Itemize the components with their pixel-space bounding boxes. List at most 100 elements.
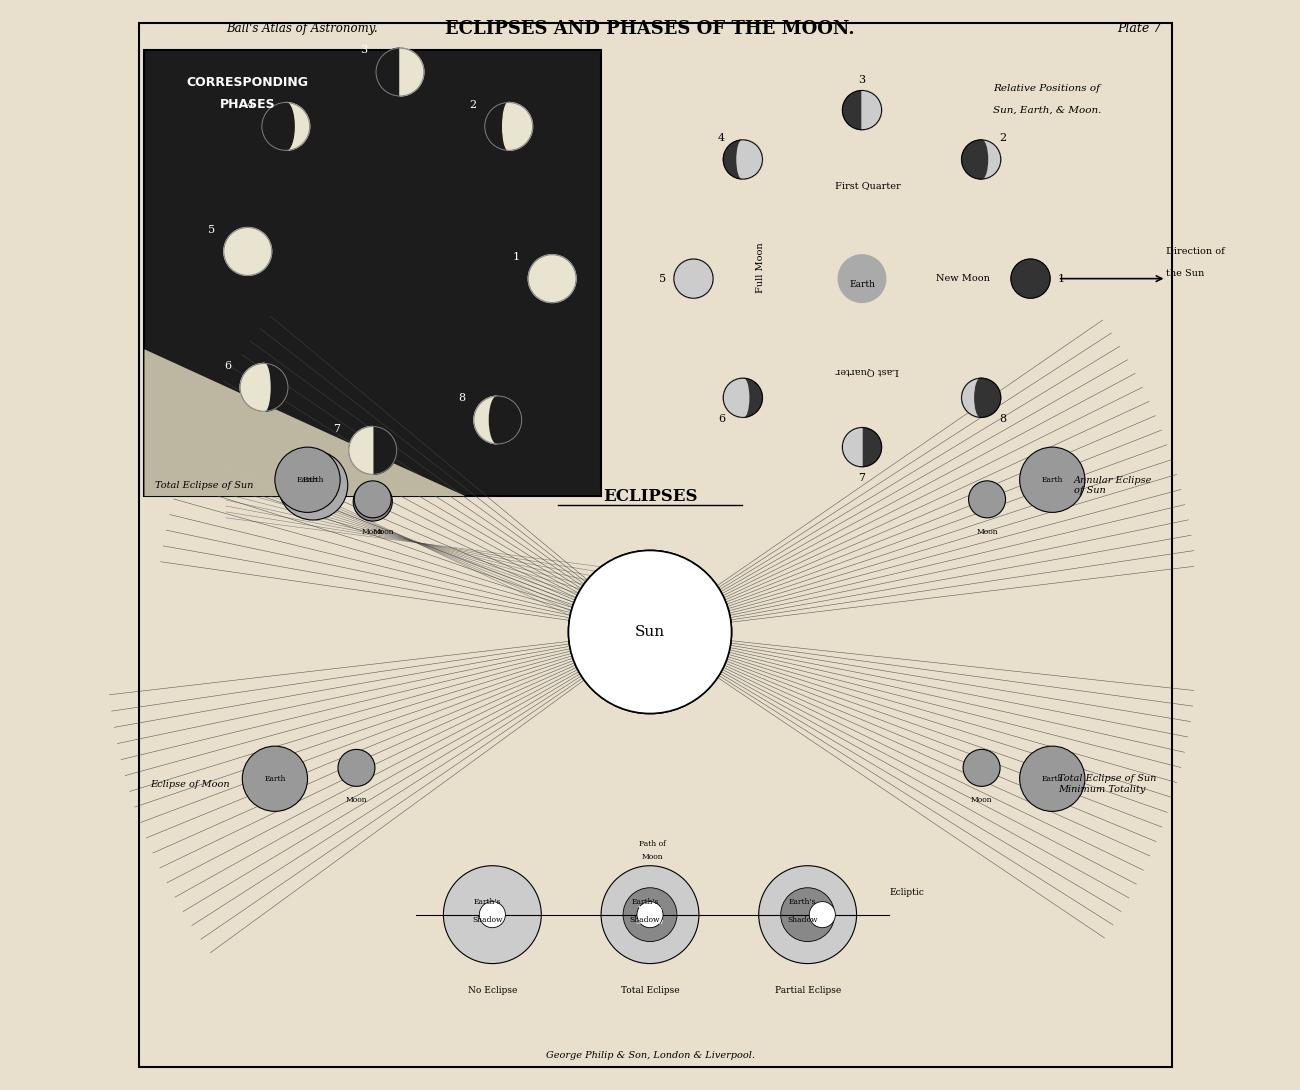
Circle shape: [962, 378, 1001, 417]
Circle shape: [354, 482, 393, 521]
Polygon shape: [144, 349, 465, 496]
Text: Earth: Earth: [264, 775, 286, 783]
Circle shape: [838, 255, 885, 303]
Text: Total Eclipse: Total Eclipse: [620, 986, 680, 995]
Circle shape: [723, 378, 762, 417]
Ellipse shape: [503, 102, 515, 150]
Ellipse shape: [277, 102, 294, 150]
Text: ECLIPSES AND PHASES OF THE MOON.: ECLIPSES AND PHASES OF THE MOON.: [445, 20, 855, 37]
Text: CORRESPONDING: CORRESPONDING: [187, 76, 308, 89]
Text: Moon: Moon: [373, 528, 394, 536]
Text: New Moon: New Moon: [936, 274, 991, 283]
Text: Moon: Moon: [971, 797, 992, 804]
Circle shape: [1011, 259, 1050, 299]
Circle shape: [261, 102, 309, 150]
Text: Relative Positions of: Relative Positions of: [993, 84, 1100, 93]
Bar: [144, 50, 601, 496]
Circle shape: [242, 747, 308, 811]
Text: 7: 7: [333, 424, 341, 434]
Circle shape: [842, 427, 881, 467]
Text: Earth's: Earth's: [473, 897, 502, 906]
Text: 5: 5: [659, 274, 667, 283]
Circle shape: [224, 228, 272, 276]
Text: Ball's Atlas of Astronomy.: Ball's Atlas of Astronomy.: [226, 22, 378, 35]
Wedge shape: [508, 102, 533, 150]
Circle shape: [781, 887, 835, 942]
Wedge shape: [240, 363, 264, 411]
Text: Shadow: Shadow: [472, 916, 503, 924]
Text: Earth's: Earth's: [637, 905, 663, 913]
Text: Last Quarter: Last Quarter: [836, 367, 900, 376]
Text: Path of: Path of: [638, 840, 666, 848]
Circle shape: [723, 140, 762, 179]
Text: Shadow: Shadow: [636, 918, 664, 926]
Text: 5: 5: [208, 225, 216, 234]
Text: Sun: Sun: [634, 625, 666, 639]
Text: Annular Eclipse
of Sun: Annular Eclipse of Sun: [1074, 475, 1152, 495]
Text: 1: 1: [512, 252, 520, 262]
Text: the Sun: the Sun: [1166, 269, 1205, 278]
Text: 4: 4: [718, 133, 725, 143]
Text: Sun: Sun: [634, 625, 666, 639]
Wedge shape: [962, 378, 982, 417]
Text: Plate 7: Plate 7: [1117, 22, 1161, 35]
Text: Total Eclipse of Sun: Total Eclipse of Sun: [155, 481, 254, 489]
Text: 3: 3: [858, 75, 866, 85]
Text: Earth: Earth: [296, 475, 318, 484]
Circle shape: [278, 450, 348, 520]
Text: Earth: Earth: [1041, 475, 1063, 484]
Wedge shape: [982, 140, 1001, 179]
Text: Partial Eclipse: Partial Eclipse: [775, 986, 841, 995]
Text: Moon: Moon: [976, 528, 998, 536]
Text: Earth: Earth: [1041, 775, 1063, 783]
Wedge shape: [742, 140, 762, 179]
Ellipse shape: [975, 140, 988, 179]
Circle shape: [962, 140, 1001, 179]
Circle shape: [1019, 447, 1086, 512]
Text: 6: 6: [225, 361, 231, 371]
Wedge shape: [400, 48, 424, 96]
Circle shape: [376, 48, 424, 96]
Circle shape: [1019, 747, 1086, 811]
Text: 4: 4: [246, 99, 254, 110]
Circle shape: [842, 90, 881, 130]
Text: First Quarter: First Quarter: [835, 181, 901, 191]
Circle shape: [338, 750, 374, 786]
Circle shape: [673, 259, 714, 299]
Circle shape: [480, 901, 506, 928]
Circle shape: [810, 901, 836, 928]
Text: Sun, Earth, & Moon.: Sun, Earth, & Moon.: [993, 106, 1101, 114]
Text: Earth's: Earth's: [632, 897, 659, 906]
Text: ECLIPSES: ECLIPSES: [603, 487, 697, 505]
Text: Earth's: Earth's: [789, 897, 816, 906]
Text: Moon: Moon: [641, 853, 663, 861]
Text: 7: 7: [858, 473, 866, 483]
Text: George Philip & Son, London & Liverpool.: George Philip & Son, London & Liverpool.: [546, 1052, 754, 1061]
Circle shape: [348, 426, 396, 474]
Ellipse shape: [259, 363, 270, 411]
Circle shape: [224, 228, 272, 276]
Text: Moon: Moon: [361, 528, 384, 536]
Wedge shape: [842, 427, 862, 467]
Circle shape: [274, 447, 341, 512]
Circle shape: [963, 750, 1000, 786]
Text: No Eclipse: No Eclipse: [468, 986, 517, 995]
Circle shape: [240, 363, 289, 411]
Text: 3: 3: [360, 46, 368, 56]
Circle shape: [673, 259, 714, 299]
Text: 8: 8: [1000, 414, 1006, 424]
Text: Total Eclipse of Sun
Minimum Totality: Total Eclipse of Sun Minimum Totality: [1058, 775, 1156, 794]
Circle shape: [355, 481, 391, 518]
Text: Direction of: Direction of: [1166, 247, 1225, 256]
Circle shape: [485, 102, 533, 150]
Text: 2: 2: [469, 99, 476, 110]
Text: Full Moon: Full Moon: [757, 242, 766, 293]
Circle shape: [759, 865, 857, 964]
Circle shape: [568, 550, 732, 714]
Text: Earth: Earth: [302, 475, 324, 484]
Circle shape: [601, 865, 699, 964]
Wedge shape: [723, 378, 742, 417]
Text: 1: 1: [1057, 274, 1065, 283]
Circle shape: [568, 550, 732, 714]
Wedge shape: [348, 426, 373, 474]
